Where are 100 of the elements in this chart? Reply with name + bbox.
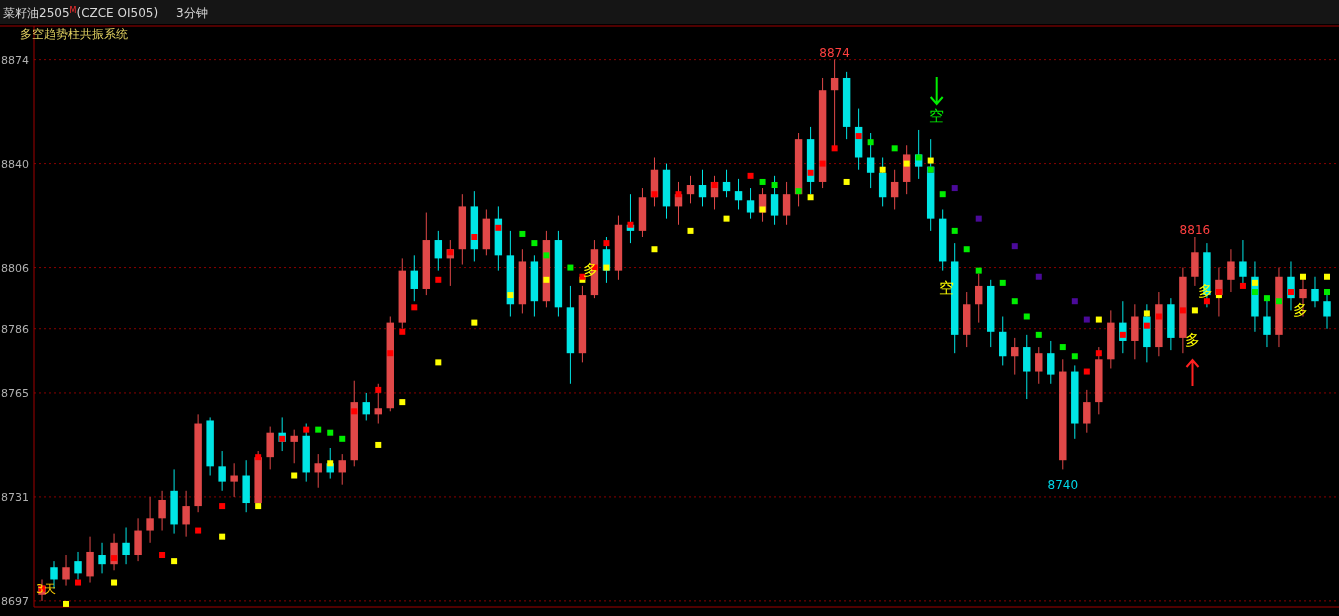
point [1083, 368, 1090, 375]
candlestick [158, 490, 166, 532]
annotation: 多 [583, 261, 599, 280]
point [435, 359, 442, 366]
point [1095, 316, 1102, 323]
point [435, 276, 442, 283]
point [867, 139, 874, 146]
point [219, 533, 226, 540]
candlestick [1035, 346, 1043, 385]
annotation: 多 [1293, 300, 1309, 319]
candlestick [290, 429, 298, 464]
point [1263, 295, 1270, 302]
point [999, 279, 1006, 286]
point [1011, 298, 1018, 305]
point [1203, 298, 1210, 305]
y-tick-label: 8697 [1, 594, 29, 608]
point [63, 600, 70, 607]
candlestick [374, 383, 382, 425]
annotation: 8740 [1047, 477, 1079, 492]
y-tick-label: 8840 [1, 157, 29, 171]
point [471, 234, 478, 240]
point [1143, 310, 1150, 317]
chart-title: 菜籽油2505$^{M}$(CZCE OI505) [3, 5, 159, 20]
candlestick [782, 181, 791, 226]
point [1023, 313, 1030, 320]
point [327, 460, 334, 467]
point [1071, 353, 1078, 360]
point [975, 215, 982, 222]
point [975, 267, 982, 274]
point [963, 246, 970, 253]
candlestick [686, 175, 695, 204]
candlestick [410, 254, 419, 302]
candlestick [698, 169, 707, 207]
point [375, 386, 382, 393]
candlestick [866, 132, 875, 189]
point [1251, 289, 1258, 296]
candlestick [890, 169, 899, 210]
candlestick [1083, 389, 1091, 434]
point [795, 188, 802, 195]
point [1287, 289, 1294, 296]
point [375, 441, 382, 448]
point [843, 178, 850, 185]
point [1275, 298, 1282, 305]
point [603, 240, 610, 247]
point [1035, 273, 1042, 280]
point [903, 160, 910, 167]
candlestick [434, 230, 443, 272]
point [1011, 243, 1018, 250]
point [399, 328, 406, 335]
point [1251, 279, 1258, 286]
point [387, 350, 394, 357]
point [327, 429, 334, 436]
candlestick [230, 462, 238, 498]
point [675, 191, 682, 198]
candlestick [770, 175, 779, 226]
point [951, 185, 958, 192]
point [687, 227, 694, 234]
point [1059, 344, 1066, 351]
point [747, 172, 754, 179]
point [75, 579, 82, 586]
candlestick [1311, 276, 1319, 308]
y-tick-label: 8765 [1, 386, 29, 400]
candlestick [722, 169, 731, 198]
candlestick [1323, 291, 1331, 330]
point [927, 157, 934, 164]
point [315, 426, 322, 433]
point [339, 435, 346, 442]
point [495, 224, 502, 231]
point [819, 160, 826, 167]
point [471, 319, 478, 326]
y-tick-label: 8806 [1, 261, 29, 275]
point [1095, 350, 1102, 357]
candlestick [1227, 248, 1235, 293]
point [507, 292, 514, 299]
point [807, 194, 814, 201]
point [543, 276, 550, 283]
candlestick [734, 178, 743, 210]
point [651, 246, 658, 253]
point [1083, 316, 1090, 323]
candlestick [218, 450, 226, 492]
point [111, 555, 118, 562]
point [1071, 298, 1078, 305]
point [1179, 307, 1186, 314]
candlestick [74, 551, 82, 580]
point [1143, 322, 1150, 329]
point [411, 304, 418, 311]
annotation: 空 [929, 107, 945, 125]
point [1299, 273, 1306, 280]
point [1035, 331, 1042, 338]
point [939, 191, 946, 198]
candlestick [182, 490, 190, 538]
candlestick [122, 526, 130, 565]
point [1239, 282, 1246, 289]
point [111, 579, 118, 586]
point [771, 182, 778, 189]
candlestick [338, 453, 346, 486]
candlestick [362, 392, 370, 421]
annotation: 8874 [819, 46, 850, 61]
point [879, 166, 886, 173]
point [759, 178, 766, 185]
